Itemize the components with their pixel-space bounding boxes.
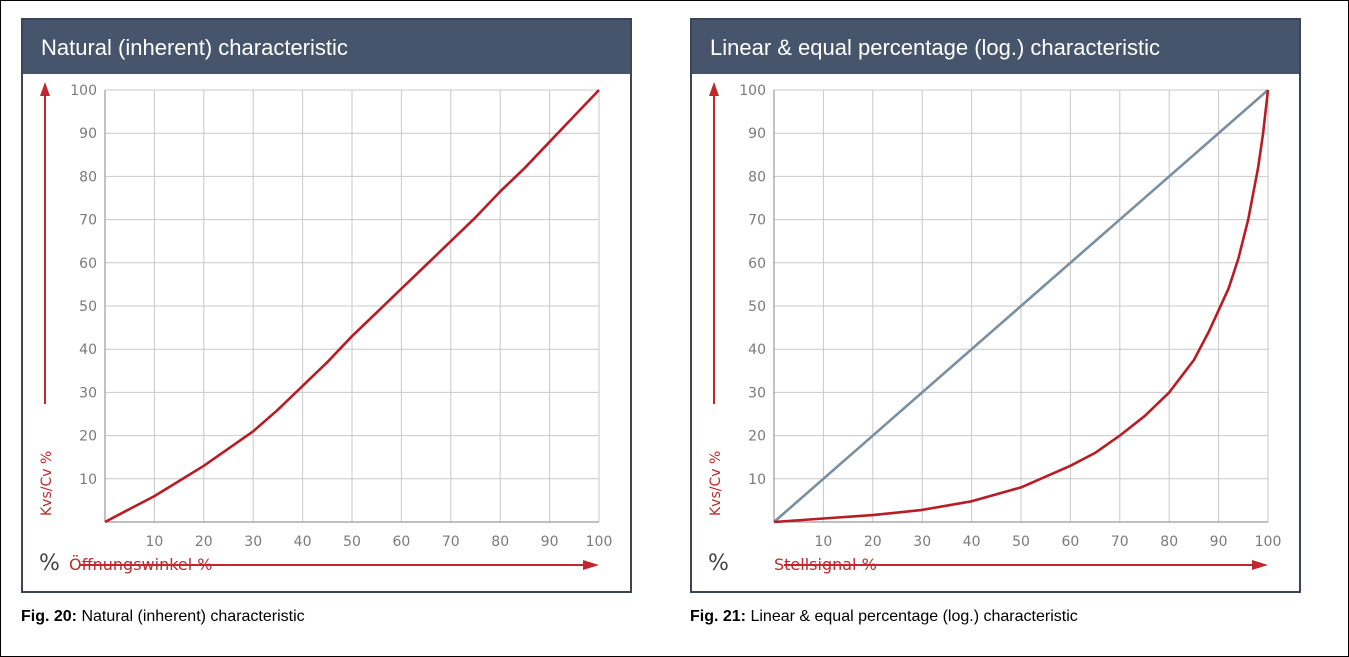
x-tick-label: 20: [195, 534, 213, 550]
x-tick-label: 40: [294, 534, 312, 550]
x-axis-arrowhead: [583, 560, 599, 570]
series-line: [773, 89, 1270, 524]
x-tick-label: 70: [1111, 534, 1129, 550]
y-tick-label: 20: [748, 429, 766, 445]
chart-linear-log: 10 20 30 40 50 60 70 80 90 100 10 20 30 40 50 60 70 80 90 1…: [708, 82, 1282, 576]
figure-caption: Fig. 20: Natural (inherent) characterist…: [21, 608, 305, 626]
y-axis-arrowhead: [709, 82, 719, 96]
x-tick-label: 30: [244, 534, 262, 550]
y-axis-label: Kvs/Cv %: [708, 451, 724, 516]
chart-panel-natural: Natural (inherent) characteristic 10 20 30…: [21, 18, 632, 593]
y-axis-arrowhead: [40, 82, 50, 96]
y-tick-label: 90: [79, 126, 97, 142]
y-tick-label: 70: [79, 213, 97, 229]
y-tick-label: 10: [79, 472, 97, 488]
chart-panel-linear-log: Linear & equal percentage (log.) charact…: [690, 18, 1301, 593]
percent-sign: %: [708, 551, 729, 576]
x-tick-label: 60: [1061, 534, 1079, 550]
x-tick-label: 100: [586, 534, 613, 550]
y-tick-label: 60: [79, 256, 97, 272]
y-tick-label: 20: [79, 429, 97, 445]
chart-header: Linear & equal percentage (log.) charact…: [692, 20, 1299, 74]
figure-caption-text: Natural (inherent) characteristic: [77, 608, 305, 625]
x-tick-label: 10: [145, 534, 163, 550]
x-tick-label: 100: [1255, 534, 1282, 550]
y-tick-label: 50: [79, 299, 97, 315]
series-line: [104, 89, 600, 524]
series-line: [773, 89, 1269, 523]
x-tick-label: 50: [1012, 534, 1030, 550]
chart-natural: 10 20 30 40 50 60 70 80 90 100 10 20 30 40 50 60 70 80 90 1…: [39, 82, 613, 576]
y-tick-label: 100: [70, 83, 97, 99]
x-tick-label: 50: [343, 534, 361, 550]
x-tick-label: 20: [864, 534, 882, 550]
x-tick-label: 80: [1160, 534, 1178, 550]
y-tick-label: 80: [748, 169, 766, 185]
chart-header: Natural (inherent) characteristic: [23, 20, 630, 74]
y-tick-label: 10: [748, 472, 766, 488]
figure-caption: Fig. 21: Linear & equal percentage (log.…: [690, 608, 1078, 626]
x-tick-label: 30: [913, 534, 931, 550]
y-tick-label: 60: [748, 256, 766, 272]
y-tick-label: 80: [79, 169, 97, 185]
x-tick-label: 90: [541, 534, 559, 550]
y-tick-label: 40: [79, 342, 97, 358]
x-tick-label: 40: [963, 534, 981, 550]
x-tick-label: 60: [392, 534, 410, 550]
figure-number: Fig. 21:: [690, 608, 747, 625]
x-tick-label: 10: [814, 534, 832, 550]
figure-caption-text: Linear & equal percentage (log.) charact…: [746, 608, 1078, 625]
y-tick-label: 40: [748, 342, 766, 358]
figure-number: Fig. 20:: [21, 608, 78, 625]
y-axis-label: Kvs/Cv %: [39, 451, 55, 516]
y-tick-label: 70: [748, 213, 766, 229]
x-tick-label: 90: [1210, 534, 1228, 550]
x-tick-label: 70: [442, 534, 460, 550]
y-tick-label: 30: [748, 385, 766, 401]
y-tick-label: 30: [79, 385, 97, 401]
y-tick-label: 100: [739, 83, 766, 99]
y-tick-label: 90: [748, 126, 766, 142]
y-tick-label: 50: [748, 299, 766, 315]
x-axis-arrowhead: [1252, 560, 1268, 570]
percent-sign: %: [39, 551, 60, 576]
x-tick-label: 80: [491, 534, 509, 550]
